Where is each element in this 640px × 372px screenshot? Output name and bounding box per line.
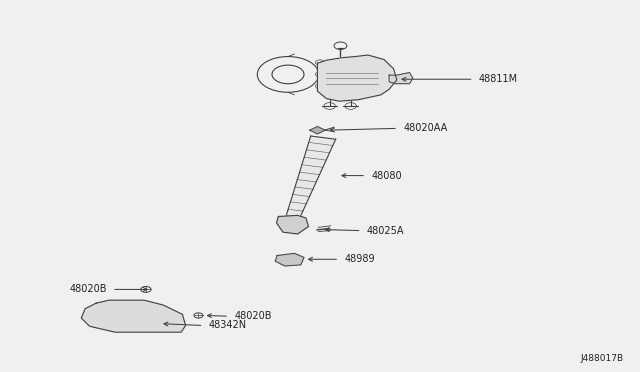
Text: 48020B: 48020B xyxy=(69,285,107,294)
Polygon shape xyxy=(276,215,308,234)
Polygon shape xyxy=(317,55,397,101)
Text: 48020AA: 48020AA xyxy=(403,124,447,133)
Text: 48811M: 48811M xyxy=(479,74,518,84)
Polygon shape xyxy=(389,73,413,84)
Polygon shape xyxy=(310,126,325,134)
Text: 48080: 48080 xyxy=(371,171,402,180)
Polygon shape xyxy=(81,300,186,332)
Polygon shape xyxy=(286,136,336,217)
Polygon shape xyxy=(275,253,304,266)
Text: 48989: 48989 xyxy=(344,254,375,264)
Text: 48020B: 48020B xyxy=(234,311,272,321)
Text: 48342N: 48342N xyxy=(209,321,247,330)
Text: J488017B: J488017B xyxy=(581,354,624,363)
Text: 48025A: 48025A xyxy=(367,226,404,235)
